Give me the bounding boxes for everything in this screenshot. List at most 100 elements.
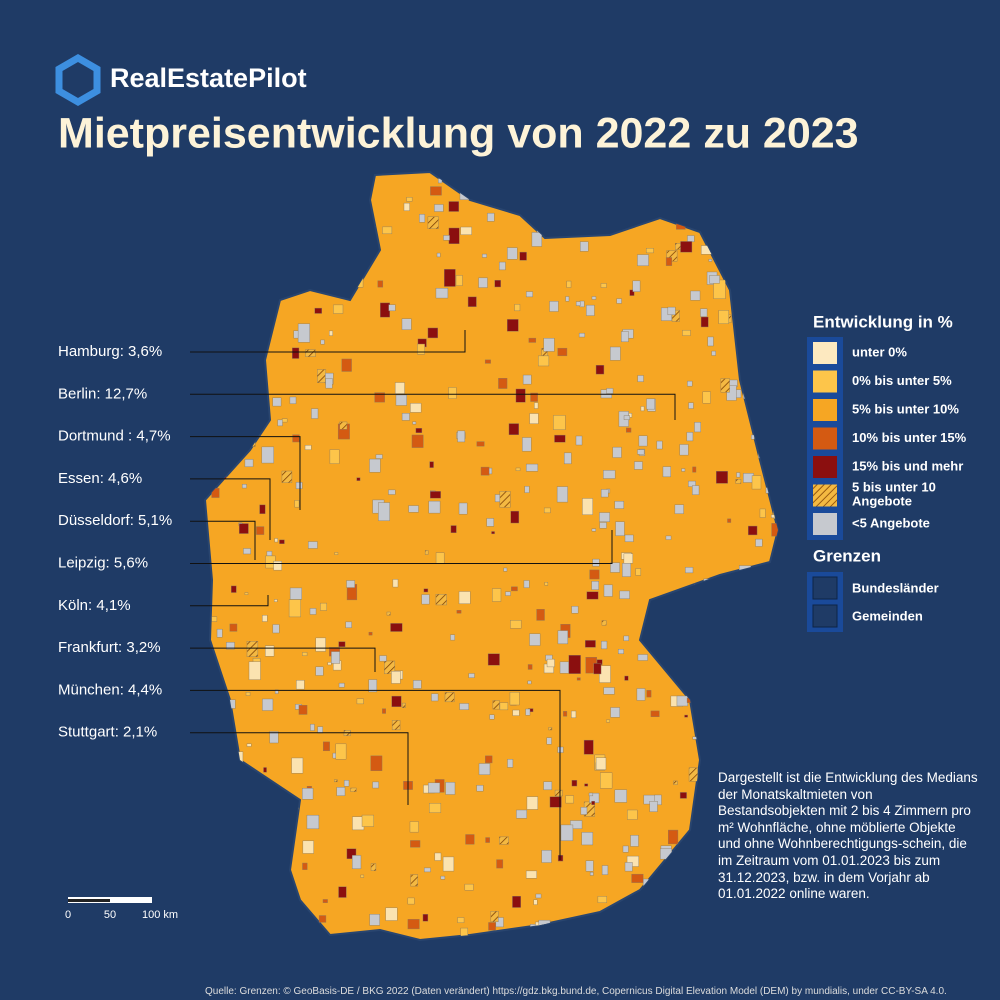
municipality xyxy=(671,309,680,322)
municipality xyxy=(674,504,684,514)
municipality xyxy=(458,502,468,515)
legend-label: 5 bis unter 10 Angebote xyxy=(852,480,936,509)
municipality xyxy=(684,714,688,718)
municipality xyxy=(498,378,508,389)
municipality xyxy=(508,423,519,435)
municipality xyxy=(716,471,728,484)
municipality xyxy=(229,623,238,632)
municipality xyxy=(525,708,531,716)
municipality xyxy=(341,358,352,372)
municipality xyxy=(700,316,709,328)
municipality xyxy=(650,710,660,717)
municipality xyxy=(476,441,485,447)
municipality xyxy=(546,737,552,745)
municipality xyxy=(595,365,605,375)
municipality xyxy=(662,466,672,478)
municipality xyxy=(325,378,333,389)
municipality xyxy=(302,862,308,870)
municipality xyxy=(549,796,562,808)
municipality xyxy=(685,567,694,574)
municipality xyxy=(708,259,713,262)
municipality xyxy=(465,834,475,845)
municipality xyxy=(424,550,429,555)
municipality xyxy=(575,435,583,446)
municipality xyxy=(565,296,570,302)
municipality xyxy=(484,359,491,364)
legend: unter 0% 0% bis unter 5% 5% bis unter 10% 1… xyxy=(813,342,967,535)
municipality xyxy=(516,809,528,819)
municipality xyxy=(482,253,487,258)
municipality xyxy=(727,518,732,523)
municipality xyxy=(262,615,268,622)
municipality xyxy=(588,792,594,797)
municipality xyxy=(549,301,559,312)
municipality xyxy=(512,709,520,716)
municipality xyxy=(523,580,530,588)
municipality xyxy=(603,584,613,597)
municipality xyxy=(601,865,609,875)
municipality xyxy=(352,855,362,869)
municipality xyxy=(592,558,600,567)
municipality xyxy=(423,588,429,593)
municipality xyxy=(407,919,420,930)
legend-label: unter 0% xyxy=(852,344,907,359)
municipality xyxy=(317,369,327,383)
municipality xyxy=(571,606,579,614)
municipality xyxy=(543,337,555,352)
municipality xyxy=(495,917,504,928)
municipality xyxy=(448,387,457,399)
municipality xyxy=(507,319,519,332)
municipality xyxy=(314,307,323,314)
municipality xyxy=(231,585,237,593)
city-label: Essen: 4,6% xyxy=(58,470,142,487)
municipality xyxy=(619,590,630,599)
municipality xyxy=(390,623,403,632)
municipality xyxy=(261,446,274,464)
municipality xyxy=(519,251,527,261)
municipality xyxy=(388,489,396,495)
municipality xyxy=(496,859,504,869)
city-label: Dortmund : 4,7% xyxy=(58,428,171,445)
municipality xyxy=(603,687,615,695)
municipality xyxy=(649,801,658,812)
municipality xyxy=(392,579,399,588)
municipality xyxy=(755,538,763,547)
municipality xyxy=(579,241,589,252)
municipality xyxy=(311,408,319,419)
swatch xyxy=(813,370,837,393)
swatch xyxy=(813,513,837,535)
municipality xyxy=(338,641,346,647)
municipality xyxy=(610,346,621,361)
municipality xyxy=(692,485,700,495)
municipality xyxy=(266,551,273,556)
municipality xyxy=(248,661,261,680)
municipality xyxy=(576,677,581,681)
municipality xyxy=(246,641,259,657)
municipality xyxy=(675,243,682,250)
leader-line xyxy=(190,436,301,510)
municipality xyxy=(408,505,419,513)
municipality xyxy=(415,428,423,433)
municipality xyxy=(668,829,679,845)
municipality xyxy=(591,581,599,590)
municipality xyxy=(559,661,569,674)
municipality xyxy=(665,257,673,266)
municipality xyxy=(531,232,543,247)
municipality xyxy=(499,261,506,271)
municipality xyxy=(288,599,301,618)
municipality xyxy=(274,689,279,694)
municipality xyxy=(369,914,380,926)
municipality xyxy=(302,788,314,800)
municipality xyxy=(242,484,247,489)
city-label: Frankfurt: 3,2% xyxy=(58,639,161,656)
municipality xyxy=(601,640,608,650)
municipality xyxy=(467,296,477,307)
municipality xyxy=(492,700,500,710)
municipality xyxy=(298,705,308,715)
municipality xyxy=(618,649,624,655)
municipality xyxy=(315,637,326,652)
municipality xyxy=(621,331,629,343)
municipality xyxy=(692,466,697,473)
municipality xyxy=(262,698,274,711)
municipality xyxy=(492,588,502,602)
